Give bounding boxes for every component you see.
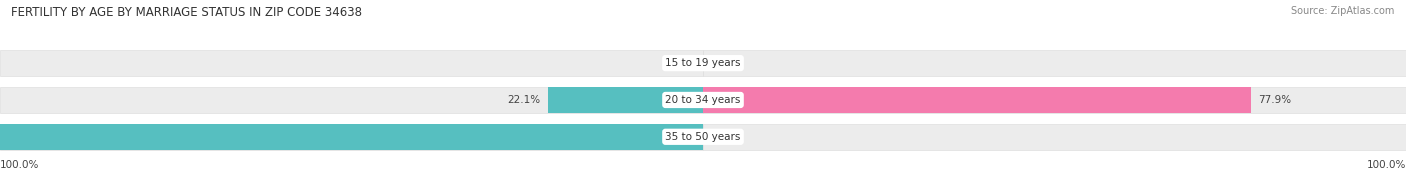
Bar	[547, 87, 703, 113]
Text: 22.1%: 22.1%	[508, 95, 540, 105]
Text: FERTILITY BY AGE BY MARRIAGE STATUS IN ZIP CODE 34638: FERTILITY BY AGE BY MARRIAGE STATUS IN Z…	[11, 6, 363, 19]
Bar	[703, 87, 1251, 113]
Text: 20 to 34 years: 20 to 34 years	[665, 95, 741, 105]
Bar	[0, 50, 703, 76]
Text: 0.0%: 0.0%	[662, 58, 689, 68]
Bar	[0, 87, 703, 113]
Bar	[703, 87, 1406, 113]
Bar	[703, 50, 1406, 76]
Text: 15 to 19 years: 15 to 19 years	[665, 58, 741, 68]
Bar	[0, 123, 703, 150]
Text: 77.9%: 77.9%	[1257, 95, 1291, 105]
Bar	[703, 123, 1406, 150]
Text: 0.0%: 0.0%	[717, 58, 744, 68]
Text: Source: ZipAtlas.com: Source: ZipAtlas.com	[1291, 6, 1395, 16]
Bar	[0, 123, 703, 150]
Text: 35 to 50 years: 35 to 50 years	[665, 132, 741, 142]
Text: 100.0%: 100.0%	[0, 160, 39, 170]
Text: 0.0%: 0.0%	[717, 132, 744, 142]
Text: 100.0%: 100.0%	[1367, 160, 1406, 170]
